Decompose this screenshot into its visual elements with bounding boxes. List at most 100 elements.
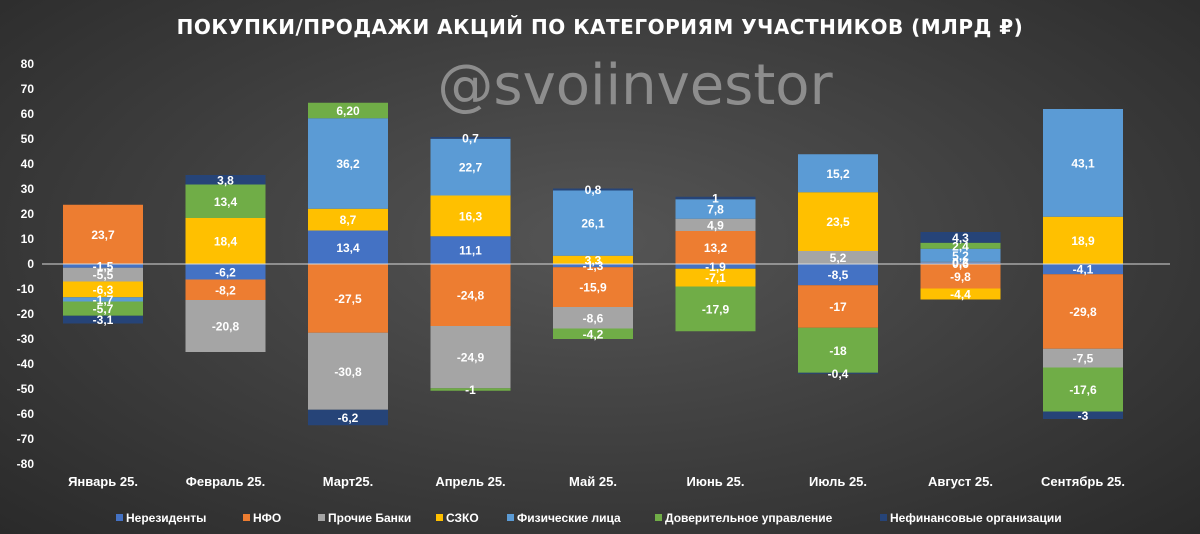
y-tick-label: 60 [21, 107, 35, 121]
bar-segment [798, 372, 878, 374]
bar-segment [920, 248, 1001, 262]
bar-segment [1043, 109, 1123, 217]
data-label: -0,4 [828, 367, 849, 381]
data-label: -3,1 [93, 313, 114, 327]
legend-label: Прочие Банки [328, 511, 411, 525]
x-tick-label: Май 25. [569, 474, 617, 489]
legend-label: Нефинансовые организации [890, 511, 1062, 525]
bar-segment [675, 264, 756, 269]
bar-segment [553, 188, 633, 191]
bars-group [63, 102, 1123, 426]
bar-segment [675, 286, 756, 332]
data-label: -8,2 [215, 283, 236, 297]
y-tick-label: 30 [21, 182, 35, 196]
watermark: @svoiinvestor [437, 53, 833, 118]
legend-label: СЗКО [446, 511, 479, 525]
bar-segment [63, 281, 143, 298]
data-label: -8,6 [583, 311, 604, 325]
data-label: -27,5 [334, 292, 362, 306]
legend-swatch [318, 514, 325, 521]
data-label: -1,9 [705, 260, 726, 274]
bar-segment [920, 261, 1001, 263]
bar-segment [798, 285, 878, 328]
bar-segment [920, 232, 1001, 243]
legend-swatch [436, 514, 443, 521]
legend-swatch [116, 514, 123, 521]
data-label: -1 [465, 383, 476, 397]
data-label: 4,3 [952, 231, 969, 245]
bar-segment [920, 242, 1001, 249]
chart-title: ПОКУПКИ/ПРОДАЖИ АКЦИЙ ПО КАТЕГОРИЯМ УЧАС… [177, 15, 1024, 39]
bar-segment [63, 267, 143, 282]
data-label: -24,9 [457, 351, 485, 365]
x-tick-label: Апрель 25. [435, 474, 505, 489]
bar-segment [798, 154, 878, 193]
data-label: 43,1 [1071, 156, 1095, 170]
bar-segment [430, 388, 511, 391]
legend-label: Нерезиденты [126, 511, 206, 525]
bar-segment [920, 288, 1001, 300]
bar-segment [675, 196, 756, 200]
data-label: 1 [712, 192, 719, 206]
y-tick-label: -30 [17, 332, 35, 346]
y-tick-label: 50 [21, 132, 35, 146]
data-label: -9,8 [950, 270, 971, 284]
data-label: 26,1 [581, 217, 605, 231]
bar-segment [308, 208, 388, 231]
x-tick-label: Июль 25. [809, 474, 867, 489]
data-label: 7,8 [707, 203, 724, 217]
legend-swatch [243, 514, 250, 521]
bar-segment [185, 175, 266, 185]
y-tick-label: -80 [17, 457, 35, 471]
data-label: -5,5 [93, 268, 114, 282]
bar-segment [430, 138, 511, 196]
x-tick-label: Март25. [323, 474, 373, 489]
data-label: 18,4 [214, 235, 238, 249]
data-label: 0,7 [462, 131, 479, 145]
bar-segment [553, 255, 633, 264]
data-label: 11,1 [459, 244, 482, 258]
y-tick-label: -60 [17, 407, 35, 421]
bar-segment [798, 264, 878, 286]
bar-segment [798, 327, 878, 373]
bar-segment [675, 199, 756, 219]
legend-label: Физические лица [517, 511, 621, 525]
data-label: 5,2 [952, 249, 969, 263]
bar-segment [553, 307, 633, 329]
bar-segment [308, 409, 388, 426]
y-axis: 80 70 60 50 40 30 20 10 0 -10 -20 -30 -40 -50 -60 -70 -8… [17, 57, 35, 471]
bar-segment [920, 264, 1001, 289]
data-label: -4,2 [583, 327, 604, 341]
data-label: -5,7 [93, 302, 114, 316]
x-tick-label: Август 25. [928, 474, 993, 489]
bar-segment [1043, 367, 1123, 412]
bar-segment [63, 301, 143, 316]
y-tick-label: 40 [21, 157, 35, 171]
data-label: -6,2 [215, 265, 236, 279]
y-tick-label: 10 [21, 232, 35, 246]
data-label: 23,5 [826, 215, 850, 229]
bar-segment [308, 264, 388, 333]
bar-segment [63, 204, 143, 264]
data-label: -8,5 [828, 268, 849, 282]
y-tick-label: -50 [17, 382, 35, 396]
legend-swatch [655, 514, 662, 521]
bar-segment [553, 190, 633, 256]
bar-segment [185, 300, 266, 352]
data-label: -1,7 [93, 293, 114, 307]
data-label: -29,8 [1069, 305, 1097, 319]
legend-label: НФО [253, 511, 281, 525]
bar-segment [553, 328, 633, 339]
bar-segment [308, 332, 388, 410]
data-labels-group: -1,5 23,7 -5,5-6,3-1,7-5,7-3,1 -6,2 -8,2 -20,… [91, 104, 1097, 425]
bar-segment [675, 218, 756, 231]
data-label: 13,4 [336, 241, 360, 255]
x-tick-label: Январь 25. [68, 474, 138, 489]
data-label: -4,1 [1073, 263, 1094, 277]
y-tick-label: 70 [21, 82, 35, 96]
data-label: -4,4 [950, 288, 971, 302]
data-label: 13,2 [704, 241, 728, 255]
bar-segment [185, 279, 266, 300]
